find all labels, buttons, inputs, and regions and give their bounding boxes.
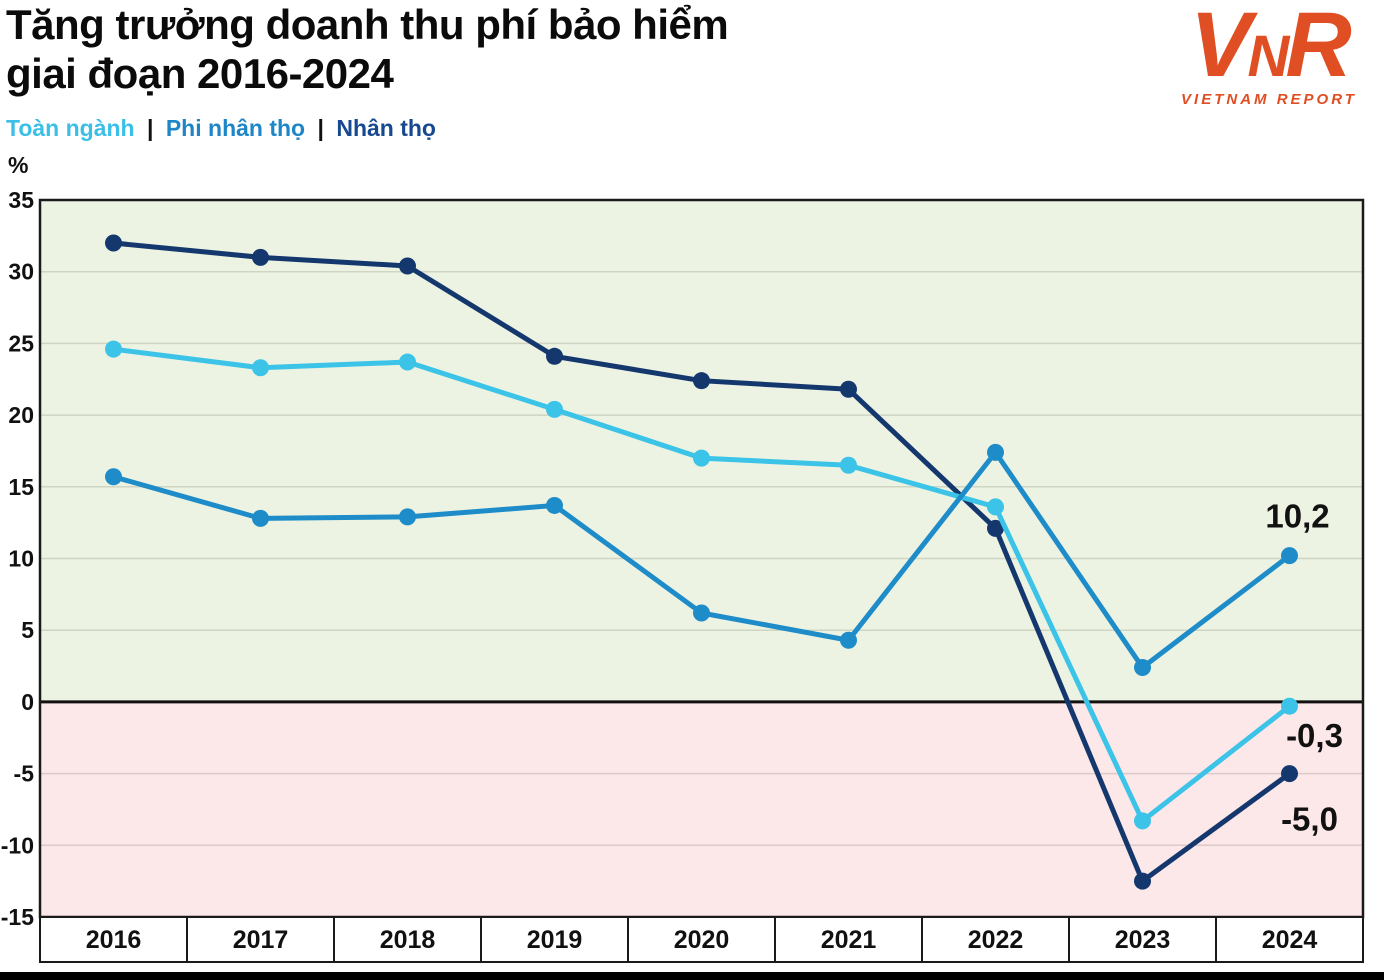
- data-point: [1134, 872, 1151, 890]
- x-axis-cell: [1215, 916, 1364, 963]
- y-tick-label: -5: [14, 761, 35, 787]
- data-point: [252, 509, 269, 527]
- data-point: [987, 498, 1004, 516]
- data-point: [1281, 765, 1298, 783]
- y-tick-label: 30: [8, 259, 34, 285]
- legend-separator: |: [317, 115, 324, 141]
- data-point: [252, 359, 269, 377]
- data-point: [105, 340, 122, 358]
- x-axis-label: 2017: [233, 926, 289, 954]
- x-axis-label: 2016: [86, 926, 142, 954]
- page-title: Tăng trưởng doanh thu phí bảo hiểm giai …: [6, 0, 729, 98]
- x-axis-label: 2018: [380, 926, 436, 954]
- x-axis-label: 2023: [1115, 926, 1171, 954]
- y-axis-unit-label: %: [8, 152, 29, 178]
- data-point: [693, 604, 710, 622]
- data-point: [1281, 547, 1298, 565]
- vnr-logo-mark: VNR: [1164, 0, 1374, 91]
- y-tick-label: -10: [1, 832, 34, 858]
- legend-item-nhan-tho: Nhân thọ: [336, 115, 436, 141]
- data-point: [987, 519, 1004, 537]
- y-tick-label: 20: [8, 402, 34, 428]
- logo-letter-r: R: [1285, 0, 1351, 96]
- y-tick-label: 35: [8, 187, 34, 213]
- bottom-bar: [0, 972, 1384, 980]
- x-axis-cell: [627, 916, 776, 963]
- data-point: [546, 496, 563, 514]
- legend: Toàn ngành | Phi nhân thọ | Nhân thọ: [6, 115, 436, 142]
- title-line-2: giai đoạn 2016-2024: [6, 50, 394, 98]
- x-axis-cell: [774, 916, 923, 963]
- y-tick-label: 5: [21, 617, 34, 643]
- series-end-value-label: -5,0: [1281, 801, 1338, 838]
- series-end-value-label: -0,3: [1286, 717, 1343, 754]
- data-point: [252, 248, 269, 266]
- x-axis-label: 2020: [674, 926, 730, 954]
- y-tick-label: 25: [8, 330, 34, 356]
- data-point: [840, 380, 857, 398]
- title-line-1: Tăng trưởng doanh thu phí bảo hiểm: [6, 1, 729, 48]
- legend-item-toan-nganh: Toàn ngành: [6, 115, 135, 141]
- vnr-logo-subtext: VIETNAM REPORT: [1181, 91, 1357, 109]
- x-axis-cell: [186, 916, 335, 963]
- legend-item-phi-nhan-tho: Phi nhân thọ: [165, 115, 306, 141]
- logo-letter-v: V: [1190, 0, 1251, 96]
- data-point: [840, 631, 857, 649]
- data-point: [399, 257, 416, 275]
- y-tick-label: 15: [8, 474, 34, 500]
- data-point: [1134, 812, 1151, 830]
- data-point: [987, 443, 1004, 461]
- x-axis-cell: [480, 916, 629, 963]
- x-axis-cell: [921, 916, 1070, 963]
- y-tick-label: 0: [21, 689, 34, 715]
- data-point: [105, 234, 122, 252]
- data-point: [399, 353, 416, 371]
- x-axis-cell: [1068, 916, 1217, 963]
- data-point: [546, 347, 563, 365]
- data-point: [399, 508, 416, 526]
- series-end-value-label: 10,2: [1265, 498, 1329, 535]
- data-point: [840, 456, 857, 474]
- negative-zone-background: [40, 701, 1363, 917]
- data-point: [693, 449, 710, 467]
- x-axis-label: 2019: [527, 926, 583, 954]
- data-point: [105, 468, 122, 486]
- y-tick-label: -15: [1, 904, 34, 930]
- data-point: [693, 372, 710, 390]
- data-point: [1281, 697, 1298, 715]
- data-point: [1134, 658, 1151, 676]
- logo-letter-n: N: [1247, 24, 1290, 89]
- data-point: [546, 400, 563, 418]
- y-tick-label: 10: [8, 546, 34, 572]
- vnr-logo: VNR VIETNAM REPORT: [1164, 0, 1374, 109]
- x-axis-label: 2022: [968, 926, 1024, 954]
- legend-separator: |: [147, 115, 154, 141]
- x-axis-label: 2024: [1262, 926, 1318, 954]
- x-axis-label: 2021: [821, 926, 877, 954]
